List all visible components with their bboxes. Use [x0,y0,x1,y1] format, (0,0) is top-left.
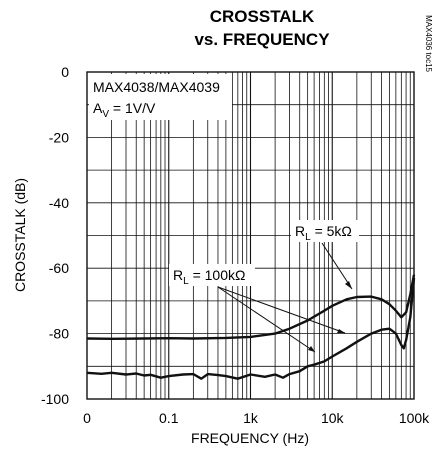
arrowhead-100k-b [308,346,315,352]
x-tick-label: 0 [83,410,91,426]
annotation-box [89,74,232,120]
label-bg-100k [169,264,255,286]
series-label-5k-main: R [295,223,305,239]
series-line-5k [86,274,416,340]
series-label-100k: RL = 100kΩ [173,267,245,287]
gain-value: = 1V/V [109,100,156,116]
device-annotation: MAX4038/MAX4039 [93,79,220,95]
y-axis-label: CROSSTALK (dB) [12,178,28,292]
chart-title-line-2: vs. FREQUENCY [194,30,330,49]
y-tick-label: -60 [49,260,69,276]
series-line-100k [86,277,416,380]
arrowhead-5k [345,281,352,289]
label-bg-5k [291,220,359,242]
series-label-100k-rest: = 100kΩ [189,267,246,283]
x-tick-label: 100k [399,410,430,426]
series-label-5k-sub: L [305,232,311,243]
series-label-100k-main: R [173,267,183,283]
x-tick-label: 0.1 [159,410,179,426]
x-tick-label: 1k [243,410,259,426]
gain-annotation: AV = 1V/V [93,100,156,120]
leader-100k-a [217,286,346,334]
y-tick-label: -40 [49,195,69,211]
series-label-100k-sub: L [183,276,189,287]
data-series [86,274,416,380]
plot-grid [87,72,414,399]
series-label-5k: RL = 5kΩ [295,223,352,243]
y-tick-label: -20 [49,129,69,145]
side-label: MAX4036 toc15 [424,15,433,72]
plot-frame [86,71,415,400]
x-axis-label: FREQUENCY (Hz) [191,430,309,446]
leader-5k [321,242,353,290]
gain-subscript: V [102,109,109,120]
series-label-5k-rest: = 5kΩ [311,223,352,239]
y-tick-labels: 0 -20 -40 -60 -80 -100 [41,64,69,407]
x-tick-label: 10k [321,410,345,426]
y-tick-label: -100 [41,391,69,407]
chart-title-line-1: CROSSTALK [210,7,315,26]
x-tick-labels: 0 0.1 1k 10k 100k [83,410,430,426]
gain-symbol: A [93,100,103,116]
y-tick-label: -80 [49,326,69,342]
leader-100k-b [217,286,316,353]
arrowhead-100k-a [337,329,345,333]
y-tick-label: 0 [61,64,69,80]
